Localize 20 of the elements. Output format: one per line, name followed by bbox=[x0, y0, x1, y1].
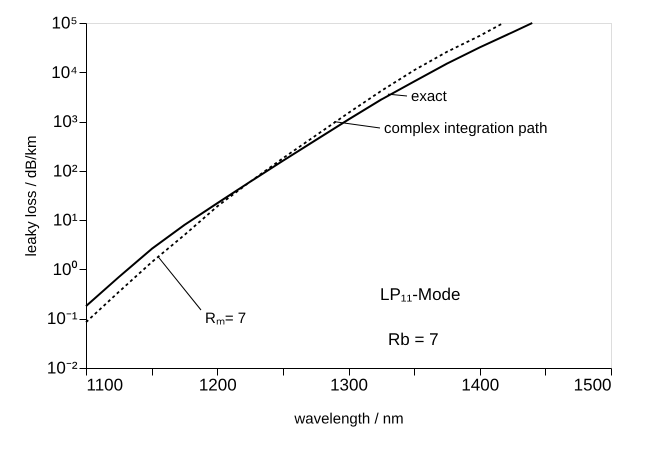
annotation: Rₘ= 7 bbox=[205, 310, 246, 327]
x-tick-label: 1400 bbox=[461, 376, 500, 394]
y-tick-label: 10⁴ bbox=[51, 62, 78, 82]
y-axis-title: leaky loss / dB/km bbox=[22, 136, 40, 256]
annotation: exact bbox=[411, 88, 448, 105]
y-tick-label: 10⁵ bbox=[52, 14, 78, 32]
annotation: complex integration path bbox=[384, 120, 548, 137]
y-tick-label: 10² bbox=[52, 161, 78, 180]
y-tick-label: 10⁻² bbox=[46, 358, 78, 378]
y-tick-label: 10³ bbox=[52, 112, 78, 132]
y-tick-label: 10⁰ bbox=[52, 260, 78, 279]
x-tick-label: 1500 bbox=[574, 376, 612, 394]
x-tick-label: 1200 bbox=[198, 376, 237, 394]
x-axis-title: wavelength / nm bbox=[293, 410, 404, 428]
y-tick-label: 10⁻¹ bbox=[46, 309, 78, 328]
annotation: LP₁₁-Mode bbox=[380, 285, 460, 304]
annotation: Rb = 7 bbox=[388, 330, 439, 349]
x-tick-label: 1300 bbox=[330, 376, 368, 394]
y-tick-label: 10¹ bbox=[52, 210, 78, 230]
x-tick-label: 1100 bbox=[86, 376, 124, 394]
